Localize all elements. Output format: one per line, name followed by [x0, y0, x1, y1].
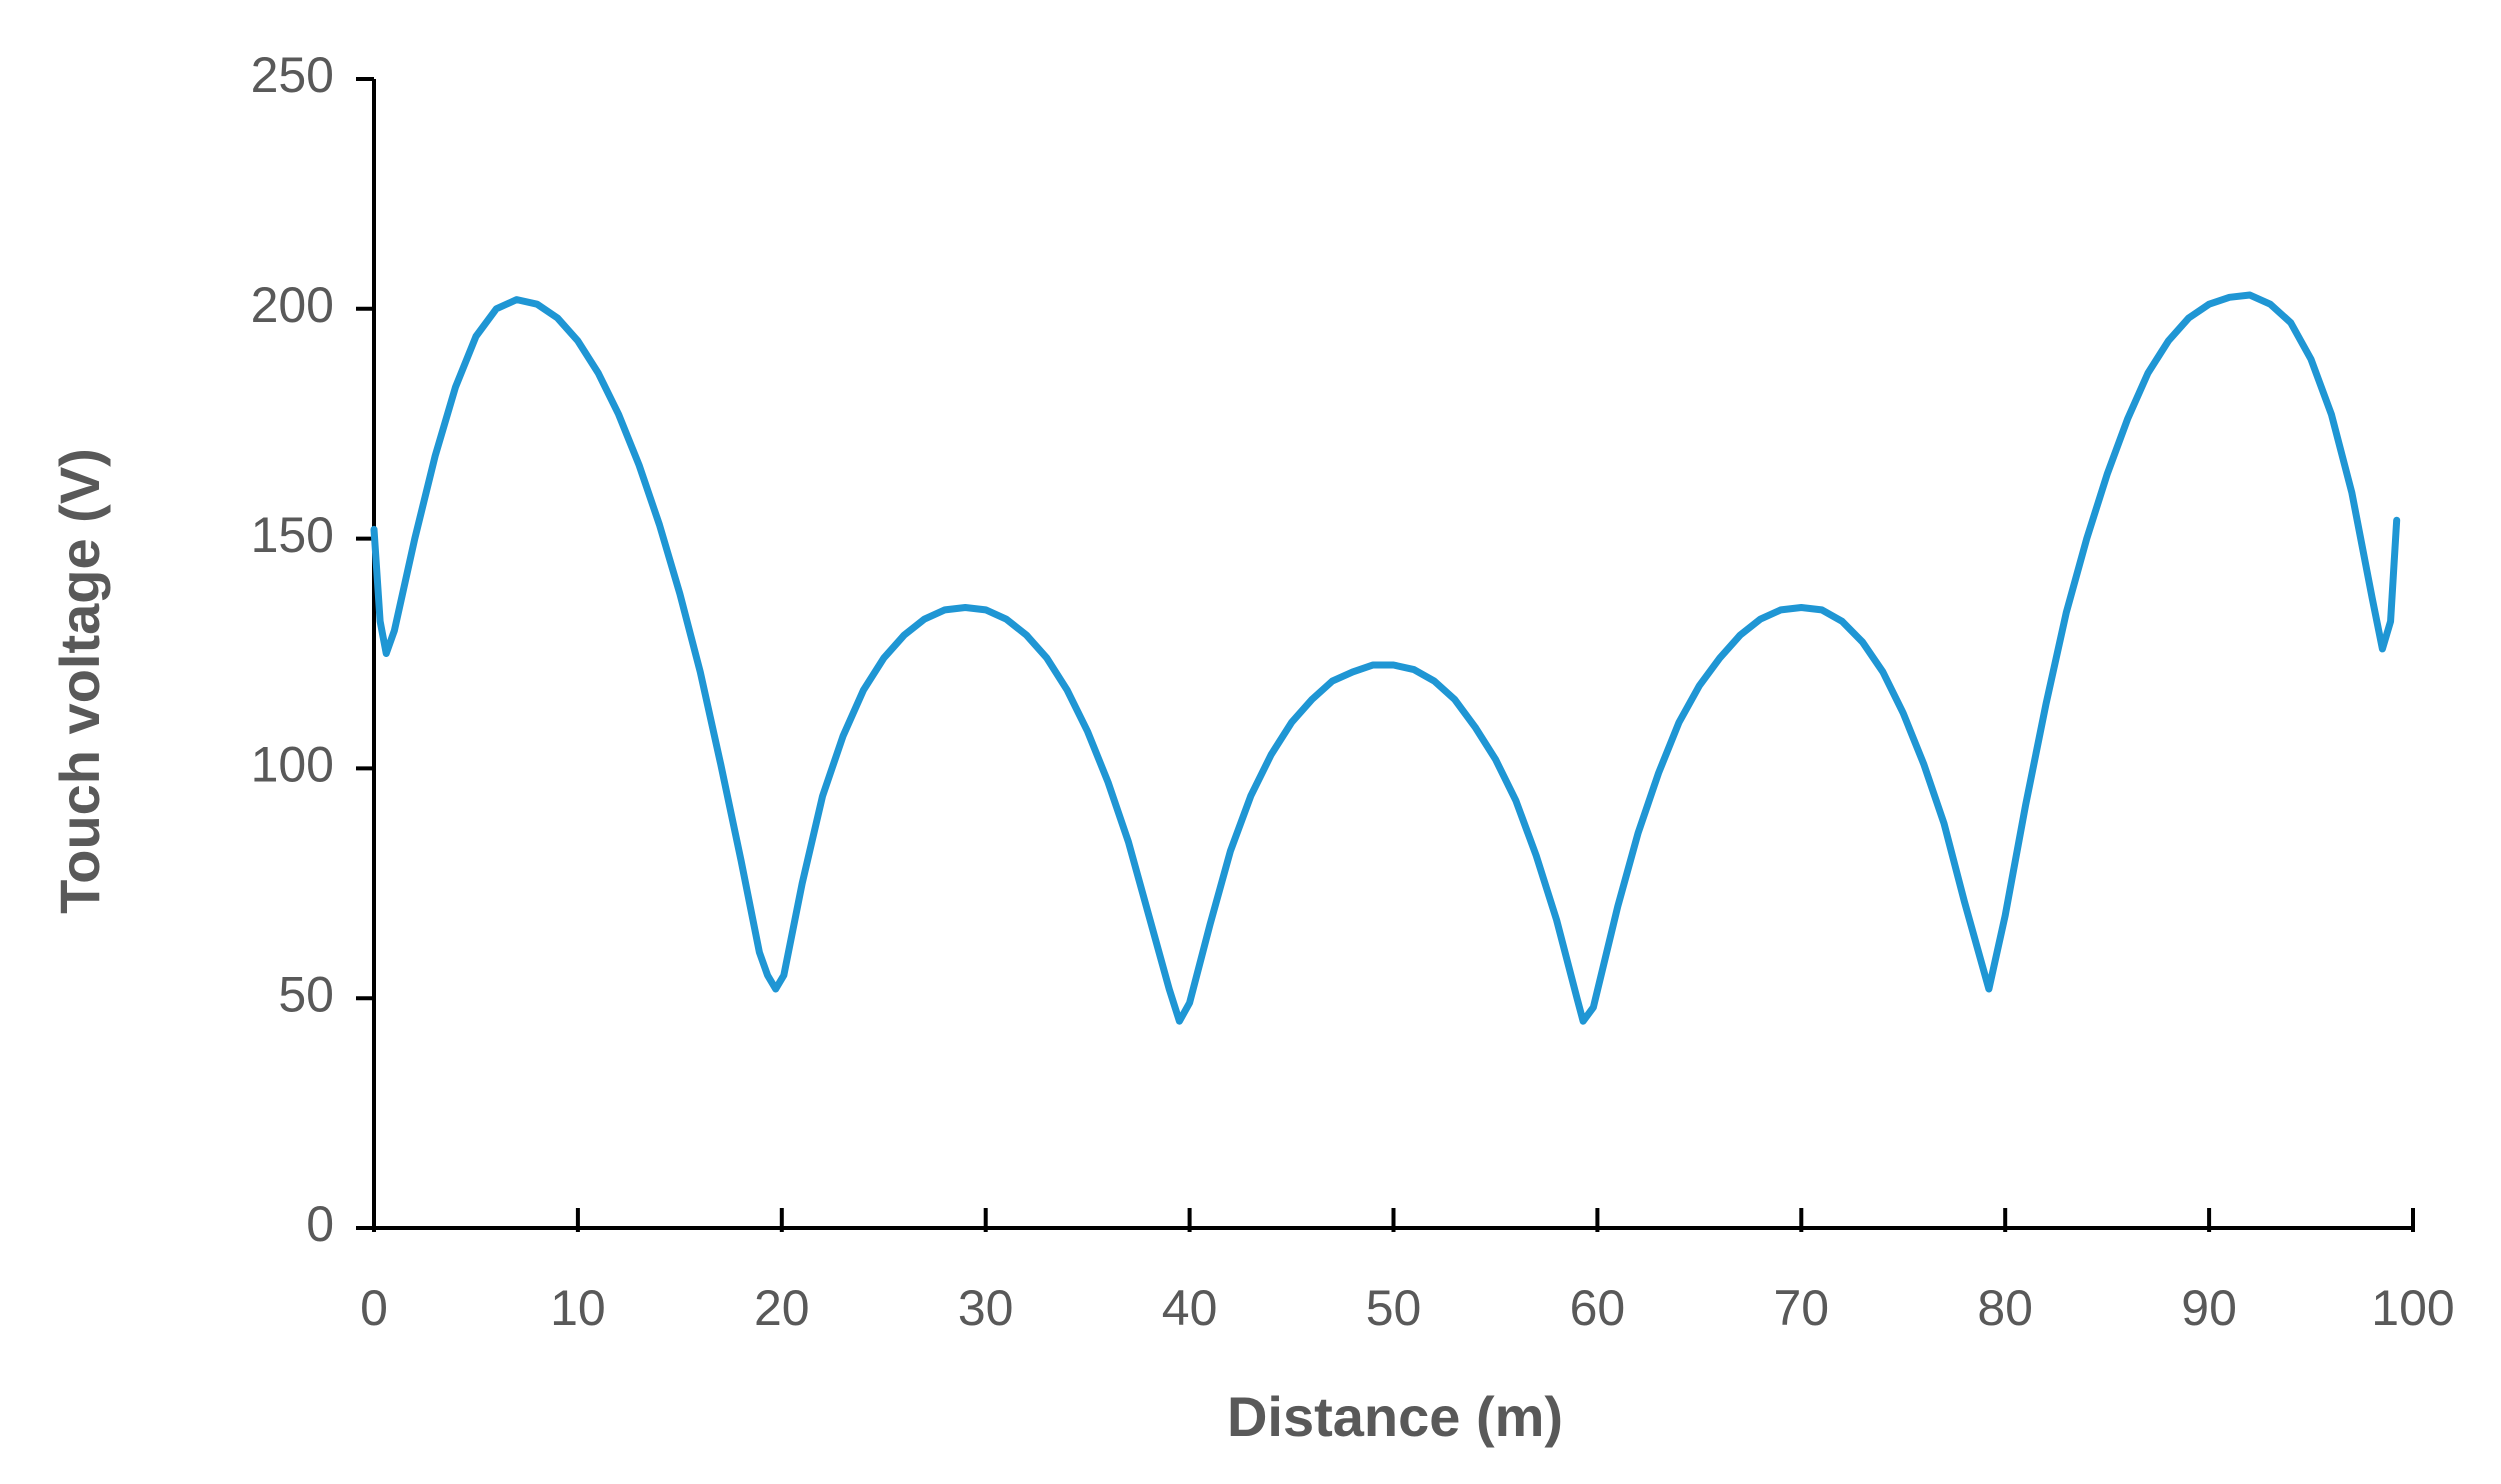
x-tick-label: 30	[958, 1280, 1014, 1336]
y-tick-label: 100	[251, 737, 334, 793]
y-tick-label: 150	[251, 507, 334, 563]
y-tick-label: 200	[251, 277, 334, 333]
x-axis-title: Distance (m)	[1227, 1385, 1563, 1448]
x-tick-label: 10	[550, 1280, 606, 1336]
x-tick-label: 100	[2371, 1280, 2454, 1336]
x-tick-label: 50	[1366, 1280, 1422, 1336]
x-tick-label: 40	[1162, 1280, 1218, 1336]
y-tick-label: 250	[251, 47, 334, 103]
x-tick-label: 90	[2181, 1280, 2237, 1336]
x-tick-label: 20	[754, 1280, 810, 1336]
y-tick-label: 0	[306, 1196, 334, 1252]
data-line	[370, 291, 2401, 1025]
y-axis-title: Touch voltage (V)	[48, 448, 111, 914]
x-tick-label: 0	[360, 1280, 388, 1336]
x-tick-label: 80	[1977, 1280, 2033, 1336]
x-tick-label: 60	[1570, 1280, 1626, 1336]
x-tick-label: 70	[1773, 1280, 1829, 1336]
y-tick-label: 50	[278, 966, 334, 1022]
